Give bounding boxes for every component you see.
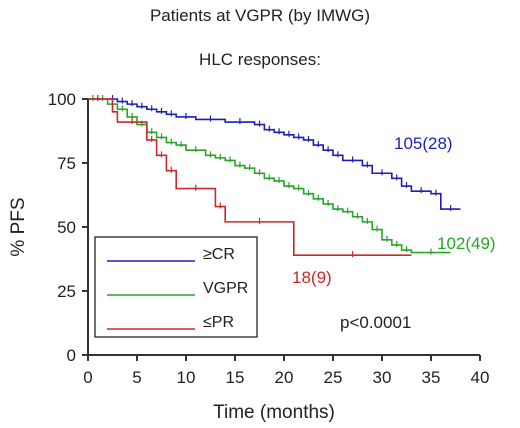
y-tick-label: 25: [57, 282, 76, 301]
axes: 0 5 10 15 20 25 30 35 40 0 25 50 75 100 Time (months)%…: [8, 90, 489, 423]
x-tick-label: 35: [422, 368, 441, 387]
y-tick-label: 50: [57, 218, 76, 237]
x-tick-label: 30: [373, 368, 392, 387]
series-line-1: [88, 98, 461, 210]
x-tick-label: 15: [226, 368, 245, 387]
y-tick-label: 75: [57, 154, 76, 173]
x-axis-title: Time (months): [213, 402, 335, 423]
annotation-layer: 105(28) 102(49) 18(9) p<0.0001: [292, 134, 496, 332]
series-end-label: 18(9): [292, 268, 332, 287]
x-tick-label: 25: [324, 368, 343, 387]
legend-label: ≤PR: [203, 314, 234, 331]
legend-label: VGPR: [203, 280, 248, 297]
p-value-annotation: p<0.0001: [340, 313, 411, 332]
y-tick-label: 0: [67, 346, 76, 365]
x-tick-label: 20: [275, 368, 294, 387]
legend-label: ≥CR: [203, 246, 235, 263]
series-end-label: 102(49): [437, 234, 496, 253]
x-tick-label: 40: [471, 368, 490, 387]
legend: ≥CR VGPR ≤PR: [94, 236, 258, 338]
x-tick-label: 10: [177, 368, 196, 387]
y-axis-title: % PFS: [8, 197, 29, 256]
series-layer: [88, 95, 461, 258]
chart-subtitle: HLC responses:: [199, 50, 321, 69]
y-tick-label: 100: [48, 90, 76, 109]
x-tick-label: 0: [83, 368, 92, 387]
series-line-3: [88, 98, 412, 256]
chart-title: Patients at VGPR (by IMWG): [149, 6, 371, 25]
legend-box: [94, 236, 258, 338]
series-end-label: 105(28): [394, 134, 453, 153]
x-tick-label: 5: [132, 368, 141, 387]
